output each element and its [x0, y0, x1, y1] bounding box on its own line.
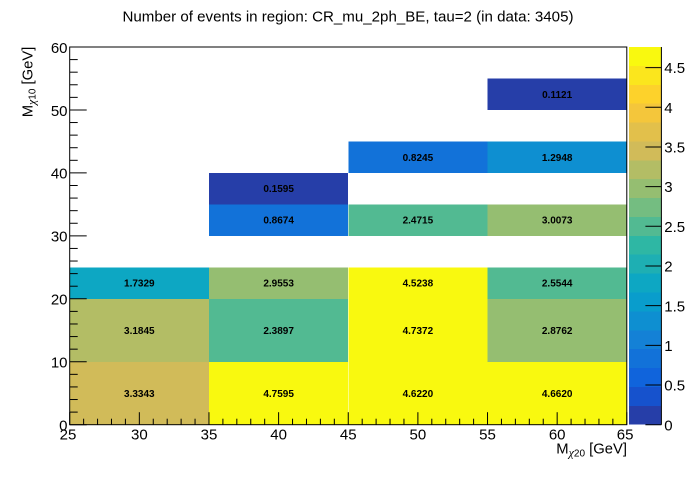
svg-text:0.5: 0.5 [664, 378, 685, 395]
svg-text:10: 10 [51, 355, 68, 372]
svg-text:2.5: 2.5 [664, 219, 685, 236]
svg-text:4.5: 4.5 [664, 60, 685, 77]
svg-text:4: 4 [664, 100, 672, 117]
svg-text:Mχ10 [GeV]: Mχ10 [GeV] [21, 47, 39, 118]
svg-text:Mχ20 [GeV]: Mχ20 [GeV] [556, 442, 627, 460]
svg-text:0.1595: 0.1595 [263, 184, 294, 195]
svg-text:60: 60 [549, 427, 566, 444]
svg-text:3.1845: 3.1845 [124, 326, 155, 337]
svg-text:1.5: 1.5 [664, 298, 685, 315]
svg-text:20: 20 [51, 292, 68, 309]
svg-text:40: 40 [51, 166, 68, 183]
svg-text:0.8245: 0.8245 [403, 153, 434, 164]
svg-text:2.9553: 2.9553 [263, 279, 294, 290]
svg-text:4.6220: 4.6220 [403, 389, 434, 400]
svg-text:60: 60 [51, 40, 68, 57]
svg-text:40: 40 [270, 427, 287, 444]
svg-text:1.2948: 1.2948 [542, 153, 573, 164]
svg-text:1: 1 [664, 338, 672, 355]
svg-text:2: 2 [664, 259, 672, 276]
svg-text:1.7329: 1.7329 [124, 279, 155, 290]
svg-text:35: 35 [201, 427, 218, 444]
svg-text:3: 3 [664, 179, 672, 196]
svg-text:2.4715: 2.4715 [403, 216, 434, 227]
svg-text:2.3897: 2.3897 [263, 326, 294, 337]
svg-text:30: 30 [131, 427, 148, 444]
svg-text:2.5544: 2.5544 [542, 279, 573, 290]
svg-text:3.3343: 3.3343 [124, 389, 155, 400]
svg-text:0: 0 [59, 418, 67, 435]
svg-text:3.0073: 3.0073 [542, 216, 573, 227]
svg-text:0.1121: 0.1121 [542, 90, 572, 101]
svg-text:45: 45 [340, 427, 357, 444]
svg-text:55: 55 [479, 427, 496, 444]
svg-text:4.6620: 4.6620 [542, 389, 573, 400]
svg-text:0.8674: 0.8674 [263, 216, 294, 227]
svg-text:4.7595: 4.7595 [263, 389, 294, 400]
svg-text:50: 50 [51, 103, 68, 120]
svg-text:3.5: 3.5 [664, 140, 685, 157]
svg-text:4.7372: 4.7372 [403, 326, 434, 337]
svg-text:30: 30 [51, 229, 68, 246]
svg-text:50: 50 [410, 427, 427, 444]
svg-text:0: 0 [664, 417, 672, 434]
svg-text:65: 65 [617, 427, 634, 444]
svg-text:4.5238: 4.5238 [403, 279, 434, 290]
svg-text:Number of events in region: CR: Number of events in region: CR_mu_2ph_BE… [123, 9, 574, 26]
svg-text:25: 25 [60, 427, 77, 444]
svg-text:2.8762: 2.8762 [542, 326, 573, 337]
